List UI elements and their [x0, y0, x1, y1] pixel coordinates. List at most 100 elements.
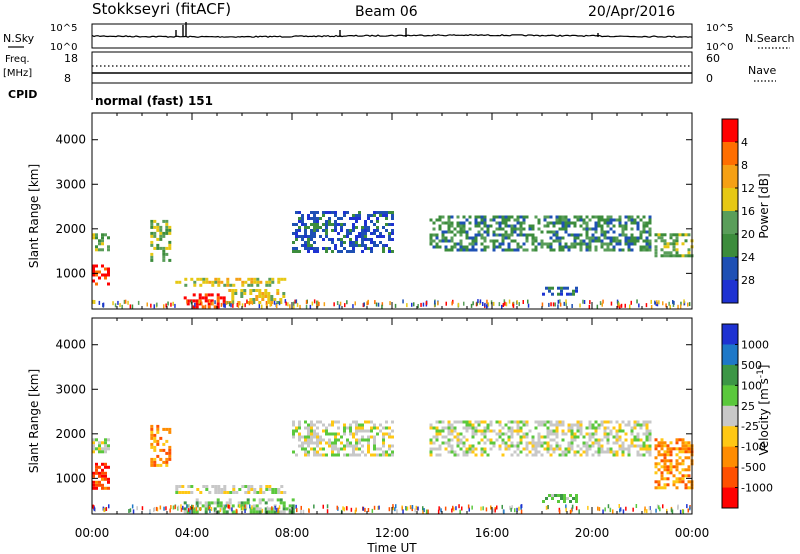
data-cell	[669, 254, 673, 258]
data-cell	[391, 229, 394, 232]
data-cell	[543, 423, 547, 427]
ground-scatter-cell	[339, 301, 342, 306]
x-axis-label: Time UT	[366, 541, 417, 554]
data-cell	[241, 485, 245, 488]
data-cell	[687, 233, 691, 237]
data-cell	[663, 254, 667, 258]
data-cell	[352, 247, 355, 250]
data-cell	[355, 420, 358, 424]
data-cell	[462, 245, 466, 249]
data-cell	[594, 239, 598, 243]
data-cell	[267, 498, 271, 502]
data-cell	[561, 218, 565, 222]
ground-scatter-cell	[377, 506, 379, 510]
data-cell	[240, 289, 244, 292]
data-cell	[385, 450, 388, 454]
data-cell	[331, 444, 334, 448]
data-cell	[639, 423, 643, 427]
data-cell	[636, 432, 640, 436]
data-cell	[582, 444, 586, 448]
data-cell	[522, 423, 526, 427]
data-cell	[223, 283, 227, 287]
data-cell	[594, 236, 598, 240]
data-cell	[304, 441, 307, 445]
data-cell	[235, 491, 239, 494]
data-cell	[277, 277, 281, 281]
data-cell	[489, 224, 493, 228]
data-cell	[591, 432, 595, 436]
data-cell	[627, 444, 631, 448]
data-cell	[561, 227, 565, 231]
data-cell	[98, 447, 101, 451]
data-cell	[298, 229, 301, 232]
data-cell	[557, 292, 560, 296]
data-cell	[648, 227, 652, 231]
data-cell	[259, 485, 263, 488]
data-cell	[630, 432, 634, 436]
data-cell	[561, 245, 565, 249]
data-cell	[588, 239, 592, 243]
data-cell	[153, 445, 157, 449]
data-cell	[202, 485, 206, 488]
data-cell	[606, 447, 610, 451]
data-cell	[492, 429, 496, 433]
data-cell	[681, 233, 685, 237]
data-cell	[456, 420, 460, 424]
data-cell	[597, 221, 601, 225]
data-cell	[657, 453, 661, 457]
data-cell	[319, 226, 322, 229]
data-cell	[474, 447, 478, 451]
ground-scatter-cell	[261, 508, 264, 513]
data-cell	[382, 453, 385, 457]
data-cell	[537, 441, 541, 445]
data-cell	[217, 280, 221, 284]
data-cell	[642, 444, 646, 448]
data-cell	[447, 248, 451, 252]
data-cell	[159, 231, 163, 235]
data-cell	[483, 420, 487, 424]
data-cell	[107, 447, 110, 451]
data-cell	[618, 233, 622, 237]
data-cell	[477, 423, 481, 427]
data-cell	[675, 248, 679, 252]
data-cell	[337, 453, 340, 457]
data-cell	[364, 226, 367, 229]
data-cell	[259, 280, 263, 284]
data-cell	[168, 231, 172, 235]
data-cell	[367, 420, 370, 424]
data-cell	[672, 239, 676, 243]
data-cell	[343, 453, 346, 457]
data-cell	[355, 244, 358, 247]
data-cell	[438, 432, 442, 436]
data-cell	[165, 219, 169, 223]
data-cell	[555, 429, 559, 433]
data-cell	[217, 488, 221, 491]
colorbar-tick-label: 28	[741, 274, 755, 287]
data-cell	[678, 447, 682, 451]
data-cell	[270, 498, 274, 502]
data-cell	[159, 448, 163, 452]
data-cell	[304, 223, 307, 226]
data-cell	[624, 215, 628, 219]
ground-scatter-cell	[326, 504, 329, 509]
ground-scatter-cell	[146, 302, 148, 307]
ground-scatter-cell	[588, 304, 591, 309]
data-cell	[193, 283, 197, 287]
data-cell	[624, 233, 628, 237]
data-cell	[558, 444, 562, 448]
data-cell	[240, 501, 244, 505]
data-cell	[373, 211, 376, 214]
data-cell	[295, 211, 298, 214]
data-cell	[232, 491, 236, 494]
ground-scatter-cell	[672, 303, 675, 307]
data-cell	[549, 423, 553, 427]
data-cell	[432, 239, 436, 243]
data-cell	[95, 438, 98, 442]
data-cell	[663, 251, 667, 255]
data-cell	[101, 471, 104, 475]
data-cell	[462, 227, 466, 231]
data-cell	[352, 420, 355, 424]
data-cell	[153, 439, 157, 443]
ground-scatter-cell	[362, 506, 365, 511]
data-cell	[319, 435, 322, 439]
